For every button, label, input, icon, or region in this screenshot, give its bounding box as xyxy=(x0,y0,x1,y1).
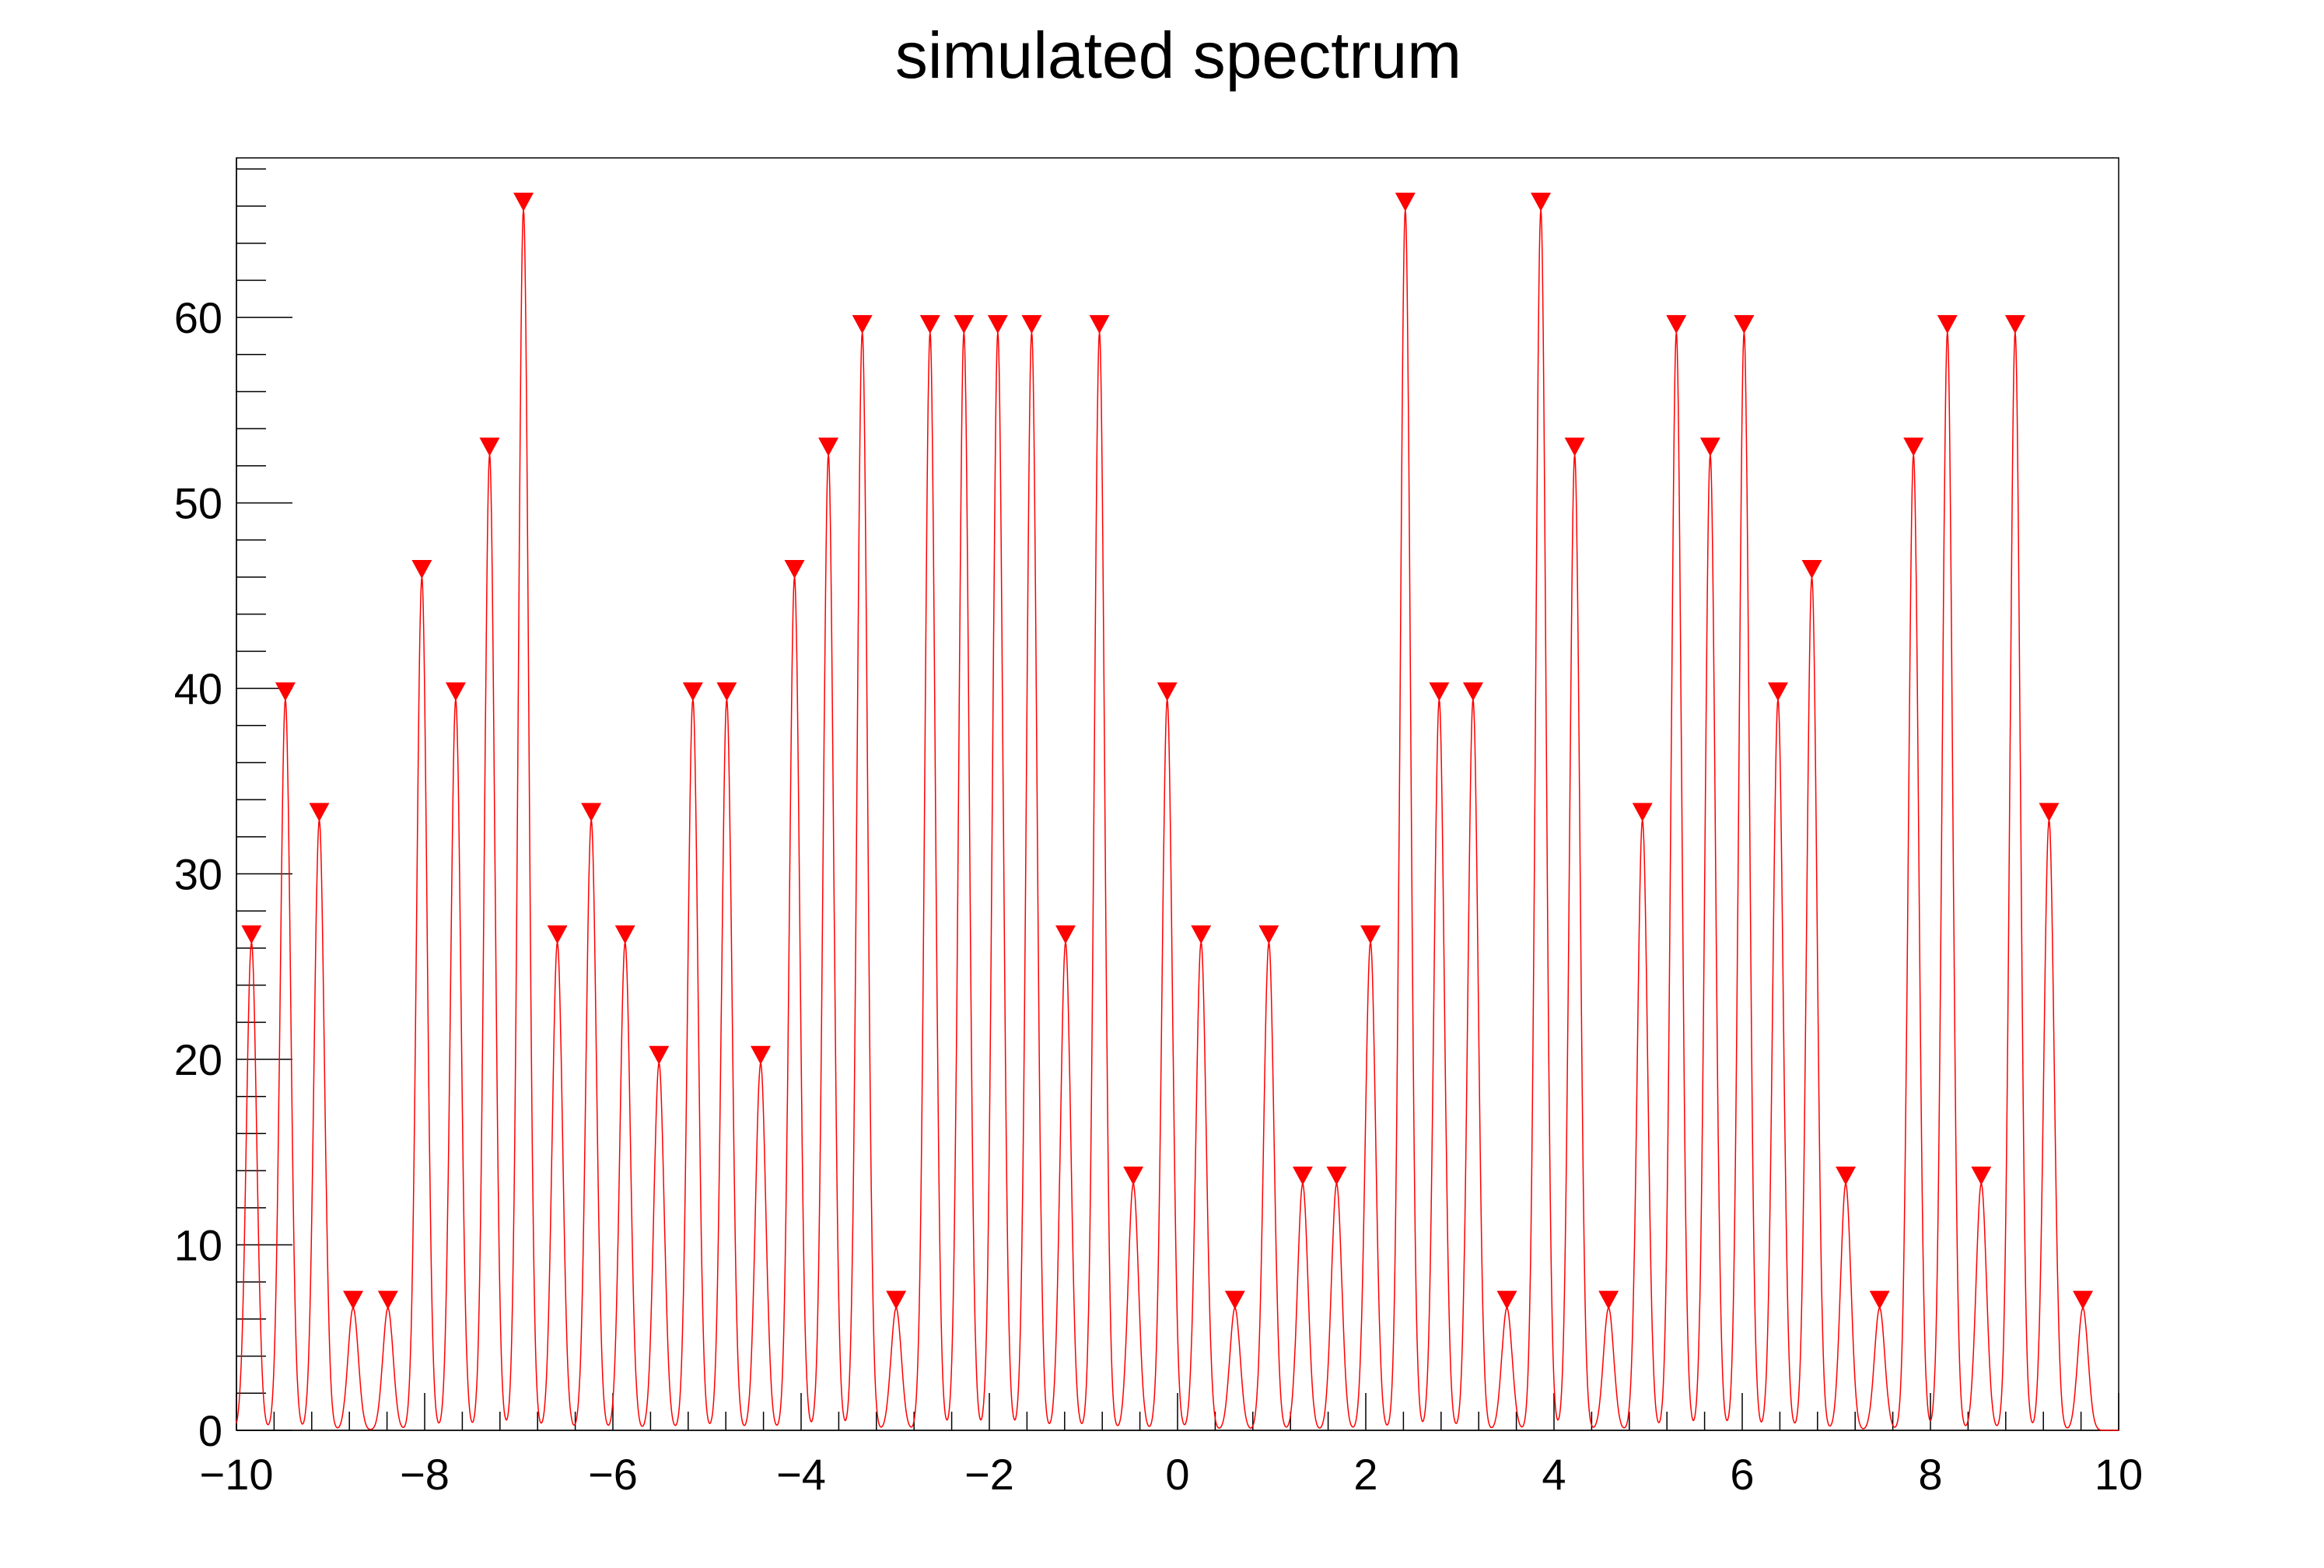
peak-marker xyxy=(275,682,296,702)
peak-marker xyxy=(445,682,466,702)
peak-marker xyxy=(1699,437,1720,457)
x-axis: −10 −8 −6 −4 −2 0 2 4 6 8 10 xyxy=(200,1393,2143,1499)
peak-marker xyxy=(1666,315,1687,334)
peak-marker xyxy=(1360,925,1381,944)
peak-marker xyxy=(1021,315,1042,334)
peak-marker xyxy=(1767,682,1788,702)
peak-marker xyxy=(886,1290,907,1310)
peak-marker xyxy=(377,1290,398,1310)
peak-marker xyxy=(1395,192,1416,212)
peak-marker xyxy=(343,1290,364,1310)
y-tick-label: 60 xyxy=(174,293,222,342)
spectrum-curve xyxy=(236,209,2119,1431)
peak-marker xyxy=(547,925,568,944)
peak-marker xyxy=(1632,803,1653,822)
y-tick-label: 20 xyxy=(174,1035,222,1084)
peak-marker xyxy=(1224,1290,1245,1310)
chart-title: simulated spectrum xyxy=(895,19,1461,92)
peak-marker xyxy=(479,437,500,457)
peak-marker xyxy=(2004,315,2025,334)
peak-marker xyxy=(1801,559,1822,579)
peak-marker xyxy=(716,682,737,702)
y-tick-label: 30 xyxy=(174,850,222,899)
peak-marker xyxy=(1531,192,1552,212)
peak-marker xyxy=(919,315,940,334)
peak-marker xyxy=(1429,682,1450,702)
peak-marker xyxy=(1191,925,1212,944)
peak-marker xyxy=(750,1045,771,1065)
peak-marker xyxy=(649,1045,670,1065)
peak-marker xyxy=(1123,1166,1144,1185)
y-tick-label: 10 xyxy=(174,1221,222,1270)
peak-marker xyxy=(818,437,839,457)
y-tick-label: 50 xyxy=(174,479,222,528)
peak-marker xyxy=(1971,1166,1992,1185)
x-tick-label: 10 xyxy=(2095,1450,2143,1499)
peak-marker xyxy=(1292,1166,1313,1185)
x-tick-label: 6 xyxy=(1730,1450,1754,1499)
peak-marker xyxy=(2073,1290,2094,1310)
peak-markers xyxy=(241,192,2094,1310)
x-tick-label: −6 xyxy=(588,1450,638,1499)
peak-marker xyxy=(411,559,432,579)
peak-marker xyxy=(2039,803,2060,822)
peak-marker xyxy=(1326,1166,1347,1185)
x-tick-label: −4 xyxy=(776,1450,826,1499)
peak-marker xyxy=(1258,925,1279,944)
peak-marker xyxy=(581,803,602,822)
peak-marker xyxy=(309,803,330,822)
y-tick-label: 0 xyxy=(198,1406,222,1455)
peak-marker xyxy=(682,682,703,702)
peak-marker xyxy=(241,925,262,944)
peak-marker xyxy=(852,315,873,334)
x-tick-label: −2 xyxy=(964,1450,1014,1499)
y-tick-label: 40 xyxy=(174,664,222,713)
plot-frame xyxy=(236,157,2119,1431)
peak-marker xyxy=(1462,682,1483,702)
x-tick-label: −8 xyxy=(400,1450,450,1499)
peak-marker xyxy=(1734,315,1755,334)
peak-marker xyxy=(1564,437,1585,457)
peak-marker xyxy=(987,315,1008,334)
x-tick-label: 2 xyxy=(1353,1450,1377,1499)
y-axis: 0 10 20 30 40 50 60 xyxy=(174,158,292,1455)
x-tick-label: 4 xyxy=(1542,1450,1566,1499)
peak-marker xyxy=(954,315,975,334)
peak-marker xyxy=(1869,1290,1890,1310)
peak-marker xyxy=(1055,925,1076,944)
peak-marker xyxy=(1903,437,1924,457)
peak-marker xyxy=(1157,682,1178,702)
peak-marker xyxy=(1598,1290,1619,1310)
peak-marker xyxy=(1496,1290,1517,1310)
peak-marker xyxy=(513,192,534,212)
peak-marker xyxy=(1937,315,1958,334)
peak-marker xyxy=(614,925,635,944)
peak-marker xyxy=(1836,1166,1857,1185)
peak-marker xyxy=(1089,315,1110,334)
x-tick-label: 8 xyxy=(1918,1450,1942,1499)
x-tick-label: −10 xyxy=(200,1450,274,1499)
peak-marker xyxy=(784,559,805,579)
x-tick-label: 0 xyxy=(1165,1450,1189,1499)
